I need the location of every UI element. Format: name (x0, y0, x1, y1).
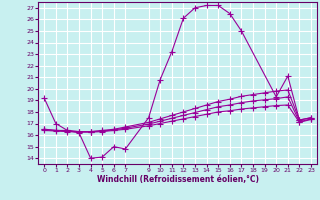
X-axis label: Windchill (Refroidissement éolien,°C): Windchill (Refroidissement éolien,°C) (97, 175, 259, 184)
